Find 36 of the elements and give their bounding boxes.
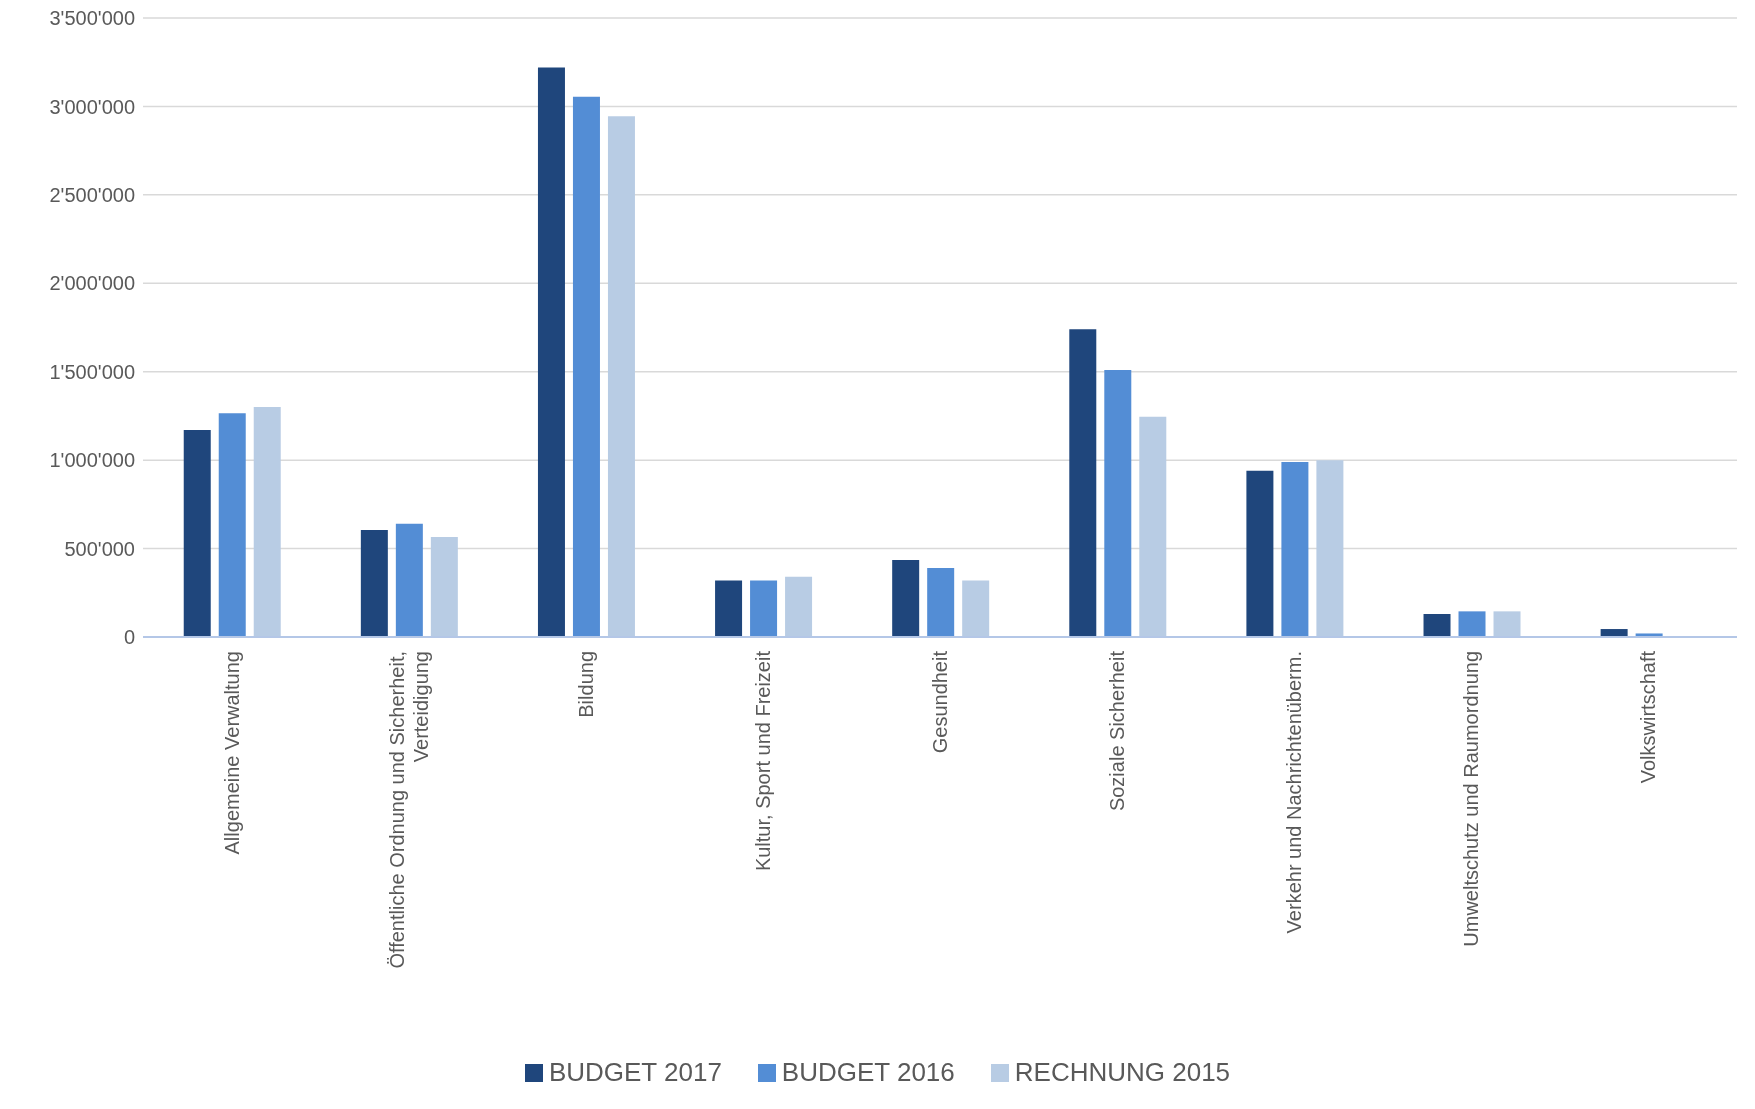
bar <box>1423 614 1451 637</box>
bar <box>572 96 600 637</box>
x-tick-label: Öffentliche Ordnung und Sicherheit, Verteidigung <box>385 651 432 969</box>
y-tick-label: 3'500'000 <box>49 7 135 30</box>
bar <box>1069 329 1097 637</box>
y-tick-label: 1'500'000 <box>49 360 135 383</box>
bar <box>1104 369 1132 637</box>
y-tick-label: 3'000'000 <box>49 95 135 118</box>
bar <box>218 413 246 637</box>
bar <box>537 67 565 637</box>
y-tick-label: 1'000'000 <box>49 449 135 472</box>
bar <box>927 568 955 637</box>
bar <box>183 430 211 637</box>
x-tick-label: Umweltschutz und Raumordnung <box>1460 651 1483 947</box>
x-tick-label: Verkehr und Nachrichtenüberm. <box>1283 651 1306 934</box>
y-tick-label: 2'500'000 <box>49 183 135 206</box>
x-tick-label: Bildung <box>574 651 597 718</box>
legend-label: BUDGET 2016 <box>780 1057 955 1088</box>
y-tick-label: 500'000 <box>64 537 135 560</box>
bar <box>750 580 778 637</box>
x-tick-label: Kultur, Sport und Freizeit <box>751 650 774 872</box>
bar <box>360 530 388 637</box>
bar <box>395 523 423 637</box>
x-tick-label: Volkswirtschaft <box>1637 650 1660 784</box>
y-tick-label: 0 <box>123 626 135 649</box>
bar <box>1458 611 1486 637</box>
y-tick-label: 2'000'000 <box>49 272 135 295</box>
bar <box>892 560 920 637</box>
legend-label: BUDGET 2017 <box>547 1057 722 1088</box>
bar <box>1281 461 1309 637</box>
bar <box>1246 470 1274 637</box>
x-tick-label: Gesundheit <box>929 650 951 754</box>
x-tick-label: Soziale Sicherheit <box>1106 650 1129 812</box>
x-tick-label: Allgemeine Verwaltung <box>220 651 243 855</box>
bar <box>715 580 743 637</box>
legend-label: RECHNUNG 2015 <box>1013 1057 1231 1088</box>
